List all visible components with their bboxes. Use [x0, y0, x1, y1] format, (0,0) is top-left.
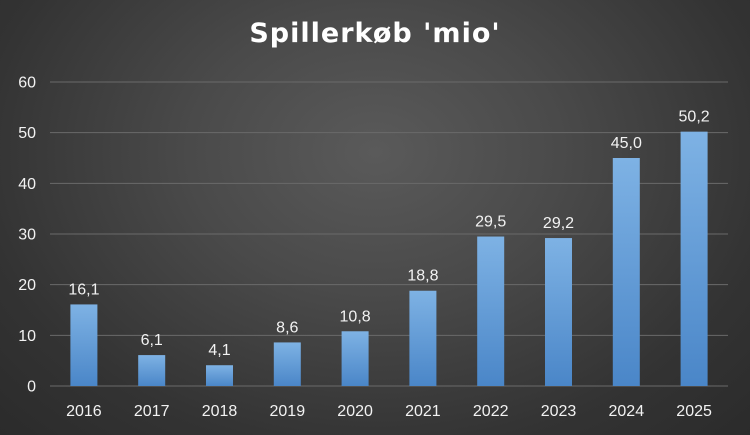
x-tick-label-2019: 2019 — [270, 403, 306, 420]
bar-2018 — [206, 365, 233, 386]
y-tick-label: 30 — [18, 227, 36, 244]
x-axis: 2016 2017 2018 2019 2020 2021 2022 2023 2024 2025 — [66, 403, 712, 420]
bars — [70, 131, 708, 386]
y-tick-label: 20 — [18, 277, 36, 294]
x-tick-label-2021: 2021 — [405, 403, 441, 420]
bar-2017 — [138, 355, 166, 386]
x-tick-label-2016: 2016 — [66, 403, 102, 420]
bar-2025 — [680, 131, 708, 386]
y-tick-label: 10 — [18, 328, 36, 345]
bar-2023 — [545, 238, 572, 386]
data-label-2024: 45,0 — [611, 135, 642, 152]
x-tick-label-2025: 2025 — [676, 403, 712, 420]
y-tick-label: 60 — [18, 75, 36, 92]
x-tick-label-2022: 2022 — [473, 403, 509, 420]
x-tick-label-2024: 2024 — [609, 403, 645, 420]
bar-2022 — [477, 236, 505, 386]
data-label-2022: 29,5 — [475, 214, 506, 231]
bar-2021 — [409, 290, 437, 386]
data-label-2017: 6,1 — [141, 332, 163, 349]
y-tick-label: 40 — [18, 176, 36, 193]
x-tick-label-2017: 2017 — [134, 403, 170, 420]
bar-2020 — [341, 331, 369, 386]
data-label-2019: 8,6 — [276, 319, 298, 336]
y-tick-label: 0 — [27, 379, 36, 396]
x-tick-label-2020: 2020 — [337, 403, 373, 420]
data-label-2016: 16,1 — [68, 281, 99, 298]
bar-2019 — [273, 342, 301, 386]
bar-2016 — [70, 304, 98, 386]
chart-title: Spillerkøb 'mio' — [249, 18, 501, 49]
data-label-2021: 18,8 — [407, 268, 438, 285]
data-label-2023: 29,2 — [543, 215, 574, 232]
x-tick-label-2018: 2018 — [202, 403, 238, 420]
x-tick-label-2023: 2023 — [541, 403, 577, 420]
bar-2024 — [612, 158, 640, 386]
data-label-2025: 50,2 — [679, 109, 710, 126]
data-label-2018: 4,1 — [208, 342, 230, 359]
data-label-2020: 10,8 — [340, 308, 371, 325]
y-tick-label: 50 — [18, 125, 36, 142]
data-labels: 16,1 6,1 4,1 8,6 10,8 18,8 29,5 29,2 45,0 50,2 — [68, 109, 709, 360]
y-axis: 0 10 20 30 40 50 60 — [18, 75, 36, 396]
